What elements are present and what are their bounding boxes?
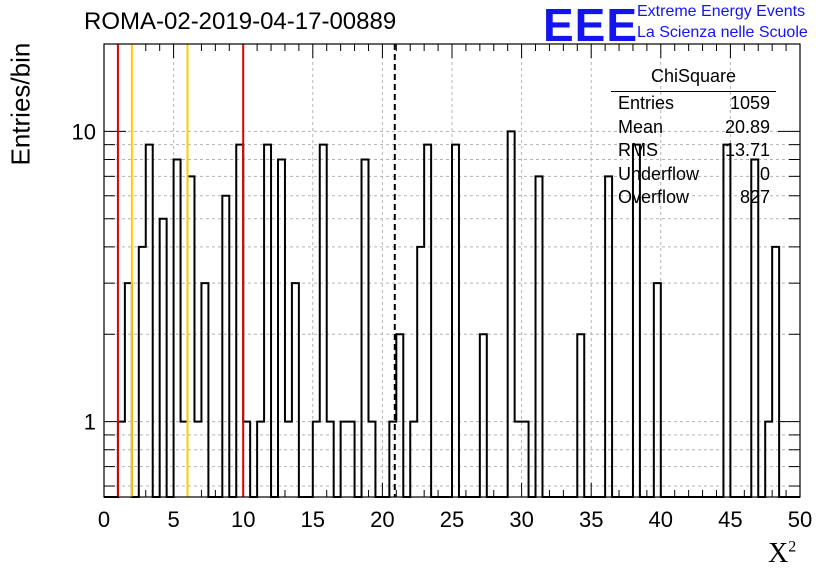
x-tick-label: 15 (301, 507, 325, 532)
logo-line-1: Extreme Energy Events (637, 3, 806, 20)
stats-box: ChiSquare Entries 1059 Mean 20.89 RMS 13… (611, 66, 776, 210)
histogram-series (104, 130, 800, 498)
x-tick-label: 40 (649, 507, 673, 532)
stats-row: Mean 20.89 (611, 116, 776, 140)
stats-value: 827 (739, 187, 770, 207)
y-tick-label: 10 (72, 119, 96, 144)
x-tick-label: 0 (98, 507, 110, 532)
x-axis-label: X2 (768, 538, 797, 569)
stats-title: ChiSquare (611, 66, 776, 92)
stats-label: RMS (618, 140, 658, 160)
x-tick-label: 50 (788, 507, 812, 532)
stats-label: Underflow (618, 163, 700, 184)
y-axis-label: Entries/bin (5, 42, 36, 166)
stats-value: 20.89 (724, 116, 770, 137)
stats-value: 0 (759, 163, 770, 184)
stats-row: Entries 1059 (611, 92, 776, 116)
x-tick-label: 5 (167, 507, 179, 532)
histogram-outline (104, 130, 800, 498)
stats-row: RMS 13.71 (611, 139, 776, 163)
x-tick-label: 25 (440, 507, 464, 532)
stats-row: Underflow 0 (611, 163, 776, 187)
reference-lines (116, 44, 396, 497)
stats-label: Entries (618, 93, 675, 113)
run-title: ROMA-02-2019-04-17-00889 (84, 8, 397, 35)
y-tick-label: 1 (84, 410, 96, 435)
x-tick-label: 20 (370, 507, 394, 532)
x-tick-label: 30 (509, 507, 533, 532)
x-tick-label: 35 (579, 507, 603, 532)
stats-row: Overflow 827 (611, 186, 776, 210)
x-tick-label: 45 (718, 507, 742, 532)
stats-label: Overflow (618, 187, 690, 207)
tick-labels: 0 5 10 15 20 25 30 35 40 45 50 1 10 (72, 119, 813, 532)
stats-label: Mean (618, 116, 664, 137)
stats-value: 13.71 (724, 140, 770, 160)
x-tick-label: 10 (231, 507, 255, 532)
plot-frame (103, 43, 801, 498)
logo-line-2: La Scienza nelle Scuole (637, 24, 808, 41)
eee-logo: EEE (543, 0, 639, 51)
stats-value: 1059 (729, 93, 770, 113)
